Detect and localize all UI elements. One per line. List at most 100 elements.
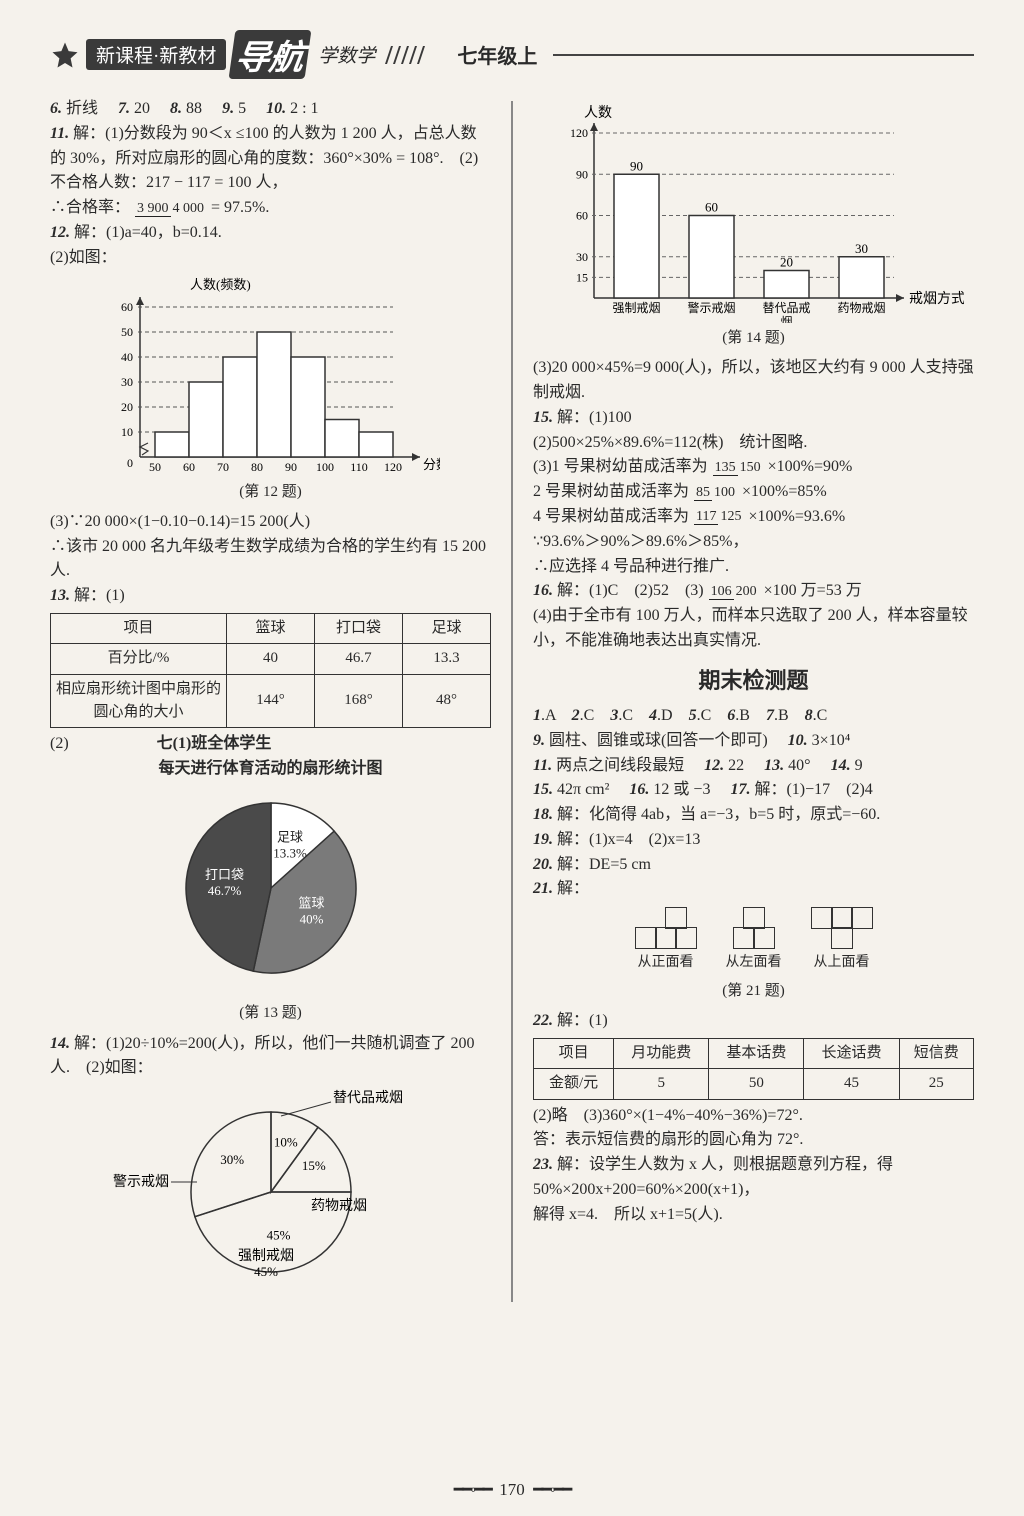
q14-barchart: 人数 15 30 60 90 120 90 强制戒烟 60 警示戒烟 20 替代品戒烟 30 药物戒烟… — [544, 103, 964, 323]
svg-text:100: 100 — [316, 460, 334, 474]
svg-text:20: 20 — [121, 400, 133, 414]
header-rule — [553, 54, 974, 56]
svg-text:13.3%: 13.3% — [273, 845, 307, 860]
star-icon — [50, 40, 80, 70]
svg-text:40%: 40% — [299, 911, 323, 926]
q14-caption: (第 14 题) — [533, 327, 974, 350]
final-row8: 21. 解： — [533, 877, 974, 902]
svg-text:人数: 人数 — [584, 105, 612, 121]
svg-text:替代品戒烟: 替代品戒烟 — [333, 1090, 403, 1106]
svg-text:46.7%: 46.7% — [207, 883, 241, 898]
q22-l2: (2)略 (3)360°×(1−4%−40%−36%)=72°. — [533, 1104, 974, 1129]
q12-line2: (2)如图： — [50, 246, 491, 271]
answers-line: 6. 折线 7. 20 8. 88 9. 5 10. 2 : 1 — [50, 97, 491, 122]
q22-table: 项目月功能费基本话费长途话费短信费 金额/元5504525 — [533, 1038, 974, 1100]
q11-text: 11. 解：(1)分数段为 90＜x ≤100 的人数为 1 200 人，占总人… — [50, 122, 491, 196]
q22-l3: 答：表示短信费的扇形的圆心角为 72°. — [533, 1128, 974, 1153]
q13-part2: (2) 七(1)班全体学生 — [50, 732, 491, 757]
svg-text:90: 90 — [630, 158, 643, 173]
final-heading: 期末检测题 — [533, 664, 974, 698]
svg-text:60: 60 — [121, 300, 133, 314]
svg-text:药物戒烟: 药物戒烟 — [837, 301, 885, 315]
svg-text:0: 0 — [127, 456, 133, 470]
q12-line4: ∴该市 20 000 名九年级考生数学成绩为合格的学生约有 15 200 人. — [50, 535, 491, 585]
svg-text:60: 60 — [576, 209, 588, 223]
svg-text:20: 20 — [780, 255, 793, 270]
q23-l3: 解得 x=4. 所以 x+1=5(人). — [533, 1203, 974, 1228]
diagonal-decor-icon — [385, 46, 445, 64]
q15-l7: ∴应选择 4 号品种进行推广. — [533, 555, 974, 580]
svg-text:60: 60 — [183, 460, 195, 474]
svg-text:30: 30 — [576, 250, 588, 264]
q14-part3: (3)20 000×45%=9 000(人)，所以，该地区大约有 9 000 人… — [533, 356, 974, 406]
front-view: 从正面看 — [636, 908, 696, 974]
top-view: 从上面看 — [812, 908, 872, 974]
final-row7: 20. 解：DE=5 cm — [533, 853, 974, 878]
svg-text:强制戒烟: 强制戒烟 — [612, 301, 660, 315]
final-row6: 19. 解：(1)x=4 (2)x=13 — [533, 828, 974, 853]
svg-text:强制戒烟: 强制戒烟 — [238, 1248, 294, 1264]
svg-text:80: 80 — [251, 460, 263, 474]
svg-text:70: 70 — [217, 460, 229, 474]
final-row1: 1.A 2.C 3.C 4.D 5.C 6.B 7.B 8.C — [533, 704, 974, 729]
q15-l3: (3)1 号果树幼苗成活率为 135150 ×100%=90% — [533, 455, 974, 480]
svg-text:篮球: 篮球 — [298, 895, 324, 910]
q14-text: 14. 解：(1)20÷10%=200(人)，所以，他们一共随机调查了 200 … — [50, 1032, 491, 1082]
final-row4: 15. 42π cm² 16. 12 或 −3 17. 解：(1)−17 (2)… — [533, 778, 974, 803]
svg-text:分数: 分数 — [423, 457, 440, 472]
svg-text:45%: 45% — [266, 1228, 290, 1243]
q23-l1: 23. 解：设学生人数为 x 人，则根据题意列方程，得 — [533, 1153, 974, 1178]
svg-text:足球: 足球 — [277, 829, 303, 844]
svg-text:人数(频数): 人数(频数) — [190, 277, 251, 292]
svg-text:120: 120 — [384, 460, 402, 474]
final-row3: 11. 两点之间线段最短 12. 22 13. 40° 14. 9 — [533, 754, 974, 779]
q15-l5: 4 号果树幼苗成活率为 117125 ×100%=93.6% — [533, 505, 974, 530]
q15-l1: 15. 解：(1)100 — [533, 406, 974, 431]
svg-text:90: 90 — [285, 460, 297, 474]
right-column: 人数 15 30 60 90 120 90 强制戒烟 60 警示戒烟 20 替代品戒烟 30 药物戒烟… — [533, 97, 974, 1302]
q12-histogram: 人数(频数) 0 102030405060 506070809010011012… — [100, 277, 440, 477]
q14-pie: 10%15%45%30%替代品戒烟药物戒烟强制戒烟45%警示戒烟 — [50, 1087, 491, 1296]
q13-caption: (第 13 题) — [50, 1002, 491, 1025]
q21-ortho-views: 从正面看 从左面看 从上面看 — [533, 908, 974, 974]
q16-l1: 16. 解：(1)C (2)52 (3) 106200 ×100 万=53 万 — [533, 579, 974, 604]
svg-text:打口袋: 打口袋 — [205, 867, 244, 882]
svg-text:戒烟方式: 戒烟方式 — [909, 291, 964, 307]
svg-text:30: 30 — [121, 375, 133, 389]
q23-l2: 50%×200x+200=60%×200(x+1)， — [533, 1178, 974, 1203]
page-number: ━━◦━━ 170 ━━◦━━ — [0, 1480, 1024, 1500]
q13-pie: 足球13.3% 篮球40% 打口袋46.7% — [50, 788, 491, 997]
svg-text:药物戒烟: 药物戒烟 — [311, 1198, 367, 1214]
svg-text:烟: 烟 — [780, 315, 792, 323]
q13-head: 13. 解：(1) — [50, 584, 491, 609]
svg-text:60: 60 — [705, 200, 718, 215]
q16-l2: (4)由于全市有 100 万人，而样本只选取了 200 人，样本容量较小，不能准… — [533, 604, 974, 654]
q15-l4: 2 号果树幼苗成活率为 85100 ×100%=85% — [533, 480, 974, 505]
q21-caption: (第 21 题) — [533, 980, 974, 1003]
svg-text:警示戒烟: 警示戒烟 — [687, 300, 735, 315]
svg-text:15%: 15% — [301, 1158, 325, 1173]
q15-l2: (2)500×25%×89.6%=112(株) 统计图略. — [533, 431, 974, 456]
left-view: 从左面看 — [726, 908, 782, 974]
svg-text:120: 120 — [570, 126, 588, 140]
svg-text:30: 30 — [855, 241, 868, 256]
svg-text:50: 50 — [149, 460, 161, 474]
svg-text:10: 10 — [121, 425, 133, 439]
q15-l6: ∵93.6%＞90%＞89.6%＞85%， — [533, 530, 974, 555]
header-sub: 学数学 — [318, 41, 375, 68]
header-grade: 七年级上 — [457, 40, 537, 69]
header-script: 导航 — [229, 30, 312, 79]
q12-line3: (3)∵20 000×(1−0.10−0.14)=15 200(人) — [50, 510, 491, 535]
svg-text:15: 15 — [576, 270, 588, 284]
svg-text:45%: 45% — [254, 1264, 278, 1279]
q13-table: 项目篮球打口袋足球 百分比/%4046.713.3 相应扇形统计图中扇形的圆心角… — [50, 613, 491, 728]
q12-line1: 12. 解：(1)a=40，b=0.14. — [50, 221, 491, 246]
svg-text:替代品戒: 替代品戒 — [762, 301, 810, 315]
svg-text:90: 90 — [576, 167, 588, 181]
page-header: 新课程·新教材 导航 学数学 七年级上 — [50, 30, 974, 79]
svg-text:50: 50 — [121, 325, 133, 339]
svg-text:30%: 30% — [220, 1152, 244, 1167]
left-column: 6. 折线 7. 20 8. 88 9. 5 10. 2 : 1 11. 解：(… — [50, 97, 491, 1302]
header-pill: 新课程·新教材 — [86, 39, 226, 70]
column-divider — [511, 101, 513, 1302]
